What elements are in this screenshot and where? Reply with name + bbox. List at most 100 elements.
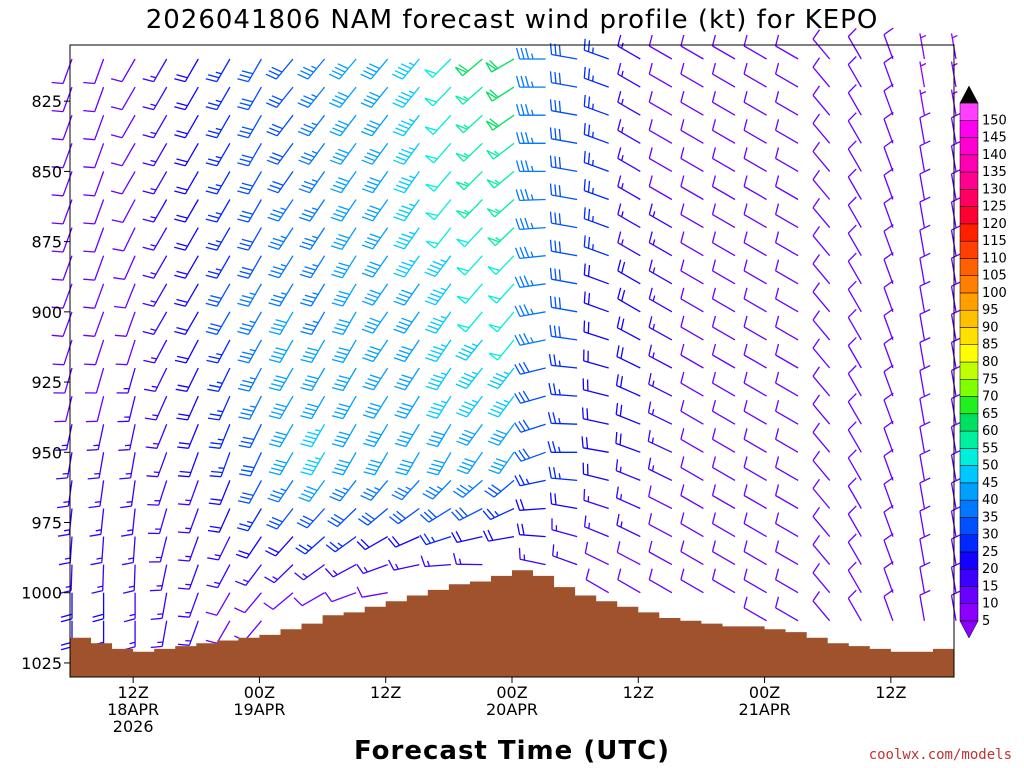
wind-barb-shape — [174, 142, 199, 167]
wind-barb — [883, 111, 894, 144]
colorbar-label: 40 — [982, 493, 999, 508]
wind-barb — [237, 171, 262, 195]
wind-barb — [174, 171, 199, 195]
wind-barb — [330, 199, 357, 222]
wind-barb — [51, 283, 73, 309]
wind-barb-shape — [515, 217, 546, 231]
wind-barb — [425, 367, 452, 391]
wind-barb-shape — [455, 114, 483, 134]
wind-barb-shape — [391, 58, 420, 80]
wind-barb-shape — [85, 395, 105, 423]
wind-barb-shape — [883, 111, 894, 144]
wind-barb — [615, 486, 641, 510]
wind-barb-shape — [419, 507, 452, 523]
wind-barb — [919, 196, 931, 228]
wind-barb-shape — [883, 224, 894, 256]
wind-barb — [680, 428, 704, 453]
wind-barb — [617, 62, 641, 88]
wind-barb — [680, 34, 704, 60]
wind-barb-shape — [680, 400, 704, 425]
wind-barb — [150, 592, 168, 621]
wind-barb — [299, 227, 326, 251]
wind-barb-shape — [743, 119, 767, 144]
wind-barb-shape — [89, 508, 105, 537]
wind-barb-shape — [267, 171, 294, 194]
wind-barb-shape — [205, 58, 231, 83]
wind-barb-shape — [362, 395, 389, 419]
wind-barb — [549, 295, 578, 313]
wind-barb-shape — [51, 171, 73, 197]
wind-barb-shape — [209, 452, 231, 478]
colorbar-swatch — [959, 154, 979, 173]
wind-barb — [919, 505, 931, 537]
wind-barb — [743, 147, 767, 172]
wind-barb — [456, 227, 483, 248]
wind-barb-shape — [329, 114, 357, 137]
wind-barb-shape — [456, 423, 483, 446]
wind-barb — [362, 367, 389, 391]
wind-barb-shape — [847, 252, 862, 285]
wind-barb — [743, 568, 767, 594]
wind-barb-shape — [265, 58, 294, 80]
wind-barb-shape — [207, 536, 231, 561]
wind-barb — [84, 339, 105, 366]
wind-barb-shape — [328, 58, 357, 80]
wind-barb — [484, 479, 515, 498]
colorbar-label: 145 — [982, 131, 1007, 146]
wind-barb — [883, 364, 894, 397]
wind-barb — [174, 283, 199, 307]
wind-barb-shape — [774, 343, 799, 369]
wind-barb-shape — [711, 371, 736, 397]
wind-barb — [148, 508, 168, 535]
wind-barb-shape — [237, 114, 262, 139]
colorbar-swatch — [959, 344, 979, 363]
wind-barb — [177, 536, 199, 562]
wind-barb — [454, 58, 483, 77]
wind-barb — [205, 592, 231, 616]
colorbar-swatch — [959, 309, 979, 328]
wind-barb-shape — [488, 451, 515, 475]
wind-barb-shape — [549, 295, 578, 313]
wind-barb — [268, 367, 294, 392]
wind-barb — [615, 459, 641, 482]
wind-barb — [239, 452, 262, 477]
wind-barb — [847, 589, 862, 622]
wind-barb-shape — [583, 151, 609, 173]
wind-barb-shape — [711, 484, 736, 510]
wind-barb — [205, 86, 231, 111]
wind-barb-shape — [174, 311, 199, 336]
colorbar-label: 135 — [982, 165, 1007, 180]
wind-barb-shape — [363, 451, 389, 476]
wind-barb-shape — [393, 311, 420, 334]
wind-barb — [743, 343, 767, 369]
wind-barb — [300, 283, 326, 307]
wind-barb-shape — [549, 492, 578, 510]
wind-barb — [393, 311, 420, 334]
colorbar-label: 75 — [982, 372, 999, 387]
wind-barb — [205, 311, 231, 336]
wind-barb — [648, 175, 673, 201]
wind-barb — [648, 259, 673, 285]
wind-barb-shape — [266, 508, 294, 530]
wind-barb-shape — [919, 505, 931, 537]
wind-barb — [455, 395, 483, 418]
wind-barb — [514, 390, 546, 404]
wind-barb — [617, 147, 641, 172]
wind-barb-shape — [455, 142, 483, 162]
wind-barb — [206, 339, 231, 364]
wind-barb-shape — [883, 27, 894, 60]
x-tick-label: 12Z — [875, 683, 906, 702]
wind-barb-shape — [330, 199, 357, 222]
wind-barb — [455, 367, 483, 390]
wind-barb — [883, 167, 894, 200]
wind-barb-shape — [149, 564, 168, 592]
wind-barb-shape — [774, 512, 799, 538]
wind-barb — [743, 456, 767, 481]
wind-barb-shape — [617, 119, 641, 144]
wind-barb-shape — [680, 119, 704, 144]
wind-barb-shape — [488, 339, 515, 361]
wind-barb — [549, 492, 578, 510]
wind-barb-shape — [264, 564, 294, 584]
wind-barb — [300, 395, 326, 420]
wind-barb-shape — [115, 339, 136, 366]
